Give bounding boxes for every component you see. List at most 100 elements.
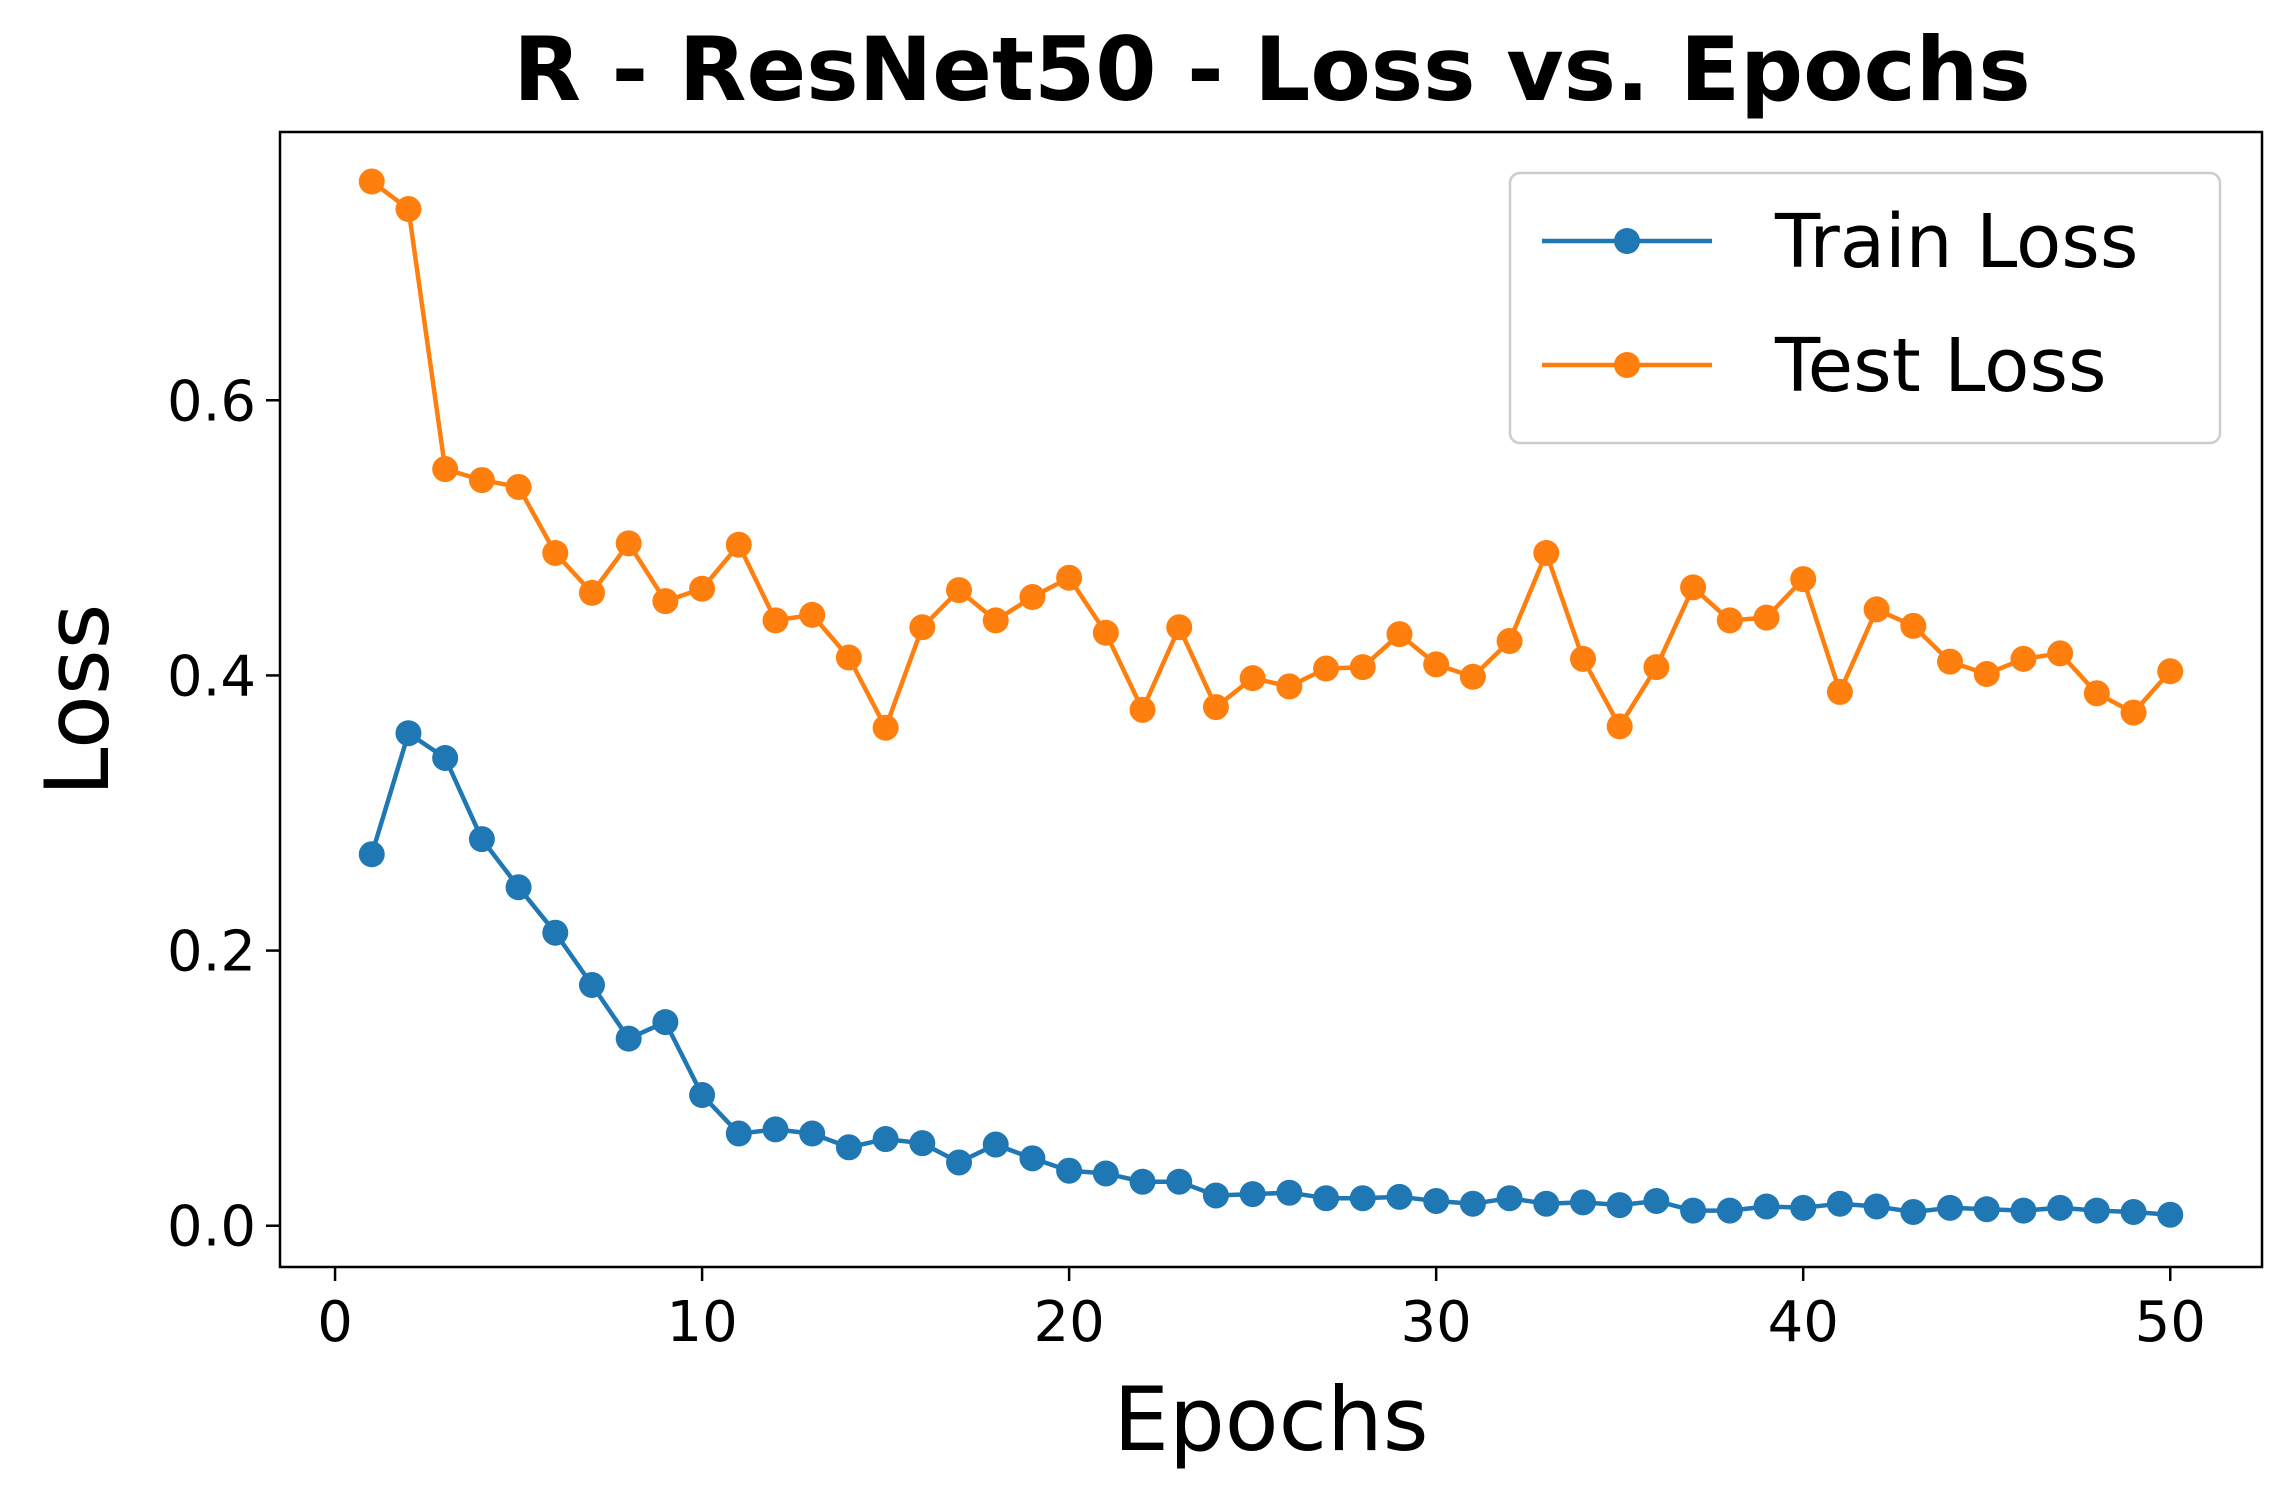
legend-label: Train Loss bbox=[1774, 199, 2138, 285]
data-point-test-loss bbox=[1533, 539, 1560, 566]
data-point-test-loss bbox=[1349, 654, 1376, 681]
data-point-train-loss bbox=[652, 1009, 679, 1036]
data-point-test-loss bbox=[615, 530, 642, 557]
legend-entry-test-loss: Test Loss bbox=[1542, 323, 2107, 409]
series-line-train-loss bbox=[369, 730, 2171, 1217]
data-point-test-loss bbox=[2010, 645, 2037, 672]
data-point-test-loss bbox=[1239, 665, 1266, 692]
y-axis: 0.0 0.2 0.4 0.6 bbox=[167, 369, 280, 1260]
x-tick-label: 0 bbox=[317, 1290, 353, 1355]
data-point-train-loss bbox=[762, 1116, 789, 1143]
data-point-test-loss bbox=[1753, 604, 1780, 631]
x-axis-label: Epochs bbox=[1113, 1368, 1428, 1471]
data-point-test-loss bbox=[1276, 673, 1303, 700]
data-point-train-loss bbox=[578, 971, 605, 998]
data-point-test-loss bbox=[725, 531, 752, 558]
data-point-test-loss bbox=[1790, 566, 1817, 593]
data-point-train-loss bbox=[1937, 1194, 1964, 1221]
data-point-train-loss bbox=[909, 1130, 936, 1157]
data-point-train-loss bbox=[2010, 1197, 2037, 1224]
data-point-train-loss bbox=[1239, 1181, 1266, 1208]
data-point-test-loss bbox=[1056, 564, 1083, 591]
y-tick-label: 0.4 bbox=[167, 644, 256, 709]
data-point-test-loss bbox=[1019, 584, 1046, 611]
y-tick-label: 0.6 bbox=[167, 369, 256, 434]
data-point-train-loss bbox=[872, 1126, 899, 1153]
data-point-test-loss bbox=[432, 456, 459, 483]
y-tick-label: 0.2 bbox=[167, 920, 256, 985]
data-point-train-loss bbox=[1166, 1168, 1193, 1195]
data-point-test-loss bbox=[652, 588, 679, 615]
data-point-test-loss bbox=[1496, 628, 1523, 655]
data-point-test-loss bbox=[578, 579, 605, 606]
data-point-train-loss bbox=[2083, 1197, 2110, 1224]
data-point-train-loss bbox=[1753, 1193, 1780, 1220]
data-point-test-loss bbox=[1680, 574, 1707, 601]
data-point-train-loss bbox=[1863, 1193, 1890, 1220]
data-point-test-loss bbox=[2083, 680, 2110, 707]
data-point-train-loss bbox=[1790, 1194, 1817, 1221]
x-tick-label: 20 bbox=[1033, 1290, 1104, 1355]
data-point-train-loss bbox=[1606, 1192, 1633, 1219]
data-point-test-loss bbox=[468, 467, 495, 494]
data-point-train-loss bbox=[358, 841, 385, 868]
x-tick-label: 30 bbox=[1401, 1290, 1472, 1355]
data-point-train-loss bbox=[1569, 1189, 1596, 1216]
chart-title: R - ResNet50 - Loss vs. Epochs bbox=[513, 18, 2031, 121]
series-train-loss bbox=[358, 720, 2184, 1228]
data-point-test-loss bbox=[1202, 694, 1229, 721]
data-point-train-loss bbox=[1202, 1182, 1229, 1209]
data-point-train-loss bbox=[1900, 1198, 1927, 1225]
data-point-train-loss bbox=[505, 874, 532, 901]
data-point-train-loss bbox=[1716, 1197, 1743, 1224]
data-point-train-loss bbox=[1423, 1187, 1450, 1214]
data-point-train-loss bbox=[1056, 1157, 1083, 1184]
data-point-test-loss bbox=[395, 196, 422, 223]
data-point-test-loss bbox=[1459, 663, 1486, 690]
data-point-train-loss bbox=[1129, 1168, 1156, 1195]
data-point-test-loss bbox=[689, 575, 716, 602]
data-point-test-loss bbox=[982, 607, 1009, 634]
data-point-train-loss bbox=[542, 919, 569, 946]
data-point-test-loss bbox=[1129, 696, 1156, 723]
plot-area bbox=[358, 168, 2184, 1228]
data-point-test-loss bbox=[2157, 658, 2184, 685]
legend-swatch-marker bbox=[1614, 228, 1640, 254]
data-point-test-loss bbox=[1092, 619, 1119, 646]
data-point-train-loss bbox=[2047, 1194, 2074, 1221]
data-point-test-loss bbox=[1973, 661, 2000, 688]
data-point-test-loss bbox=[835, 644, 862, 671]
data-point-train-loss bbox=[1826, 1190, 1853, 1217]
data-point-test-loss bbox=[799, 601, 826, 628]
data-point-test-loss bbox=[1606, 713, 1633, 740]
y-axis-label: Loss bbox=[26, 603, 129, 796]
data-point-test-loss bbox=[1863, 596, 1890, 623]
data-point-train-loss bbox=[946, 1149, 973, 1176]
data-point-test-loss bbox=[1313, 655, 1340, 682]
data-point-train-loss bbox=[2157, 1201, 2184, 1228]
data-point-train-loss bbox=[1386, 1183, 1413, 1210]
data-point-test-loss bbox=[1386, 621, 1413, 648]
data-point-test-loss bbox=[358, 168, 385, 195]
data-point-train-loss bbox=[615, 1025, 642, 1052]
plot-frame bbox=[278, 130, 2264, 1269]
data-point-test-loss bbox=[1900, 612, 1927, 639]
data-point-test-loss bbox=[505, 473, 532, 500]
data-point-test-loss bbox=[1643, 654, 1670, 681]
data-point-test-loss bbox=[542, 539, 569, 566]
data-point-train-loss bbox=[1459, 1190, 1486, 1217]
data-point-train-loss bbox=[395, 720, 422, 747]
x-tick-label: 50 bbox=[2135, 1290, 2206, 1355]
data-point-train-loss bbox=[1680, 1197, 1707, 1224]
data-point-train-loss bbox=[1276, 1179, 1303, 1206]
data-point-test-loss bbox=[1716, 607, 1743, 634]
data-point-test-loss bbox=[909, 614, 936, 641]
y-tick-label: 0.0 bbox=[167, 1195, 256, 1260]
data-point-test-loss bbox=[946, 577, 973, 604]
data-point-train-loss bbox=[725, 1120, 752, 1147]
data-point-train-loss bbox=[2120, 1198, 2147, 1225]
data-point-test-loss bbox=[1166, 614, 1193, 641]
data-point-test-loss bbox=[2120, 699, 2147, 726]
data-point-train-loss bbox=[1496, 1185, 1523, 1212]
